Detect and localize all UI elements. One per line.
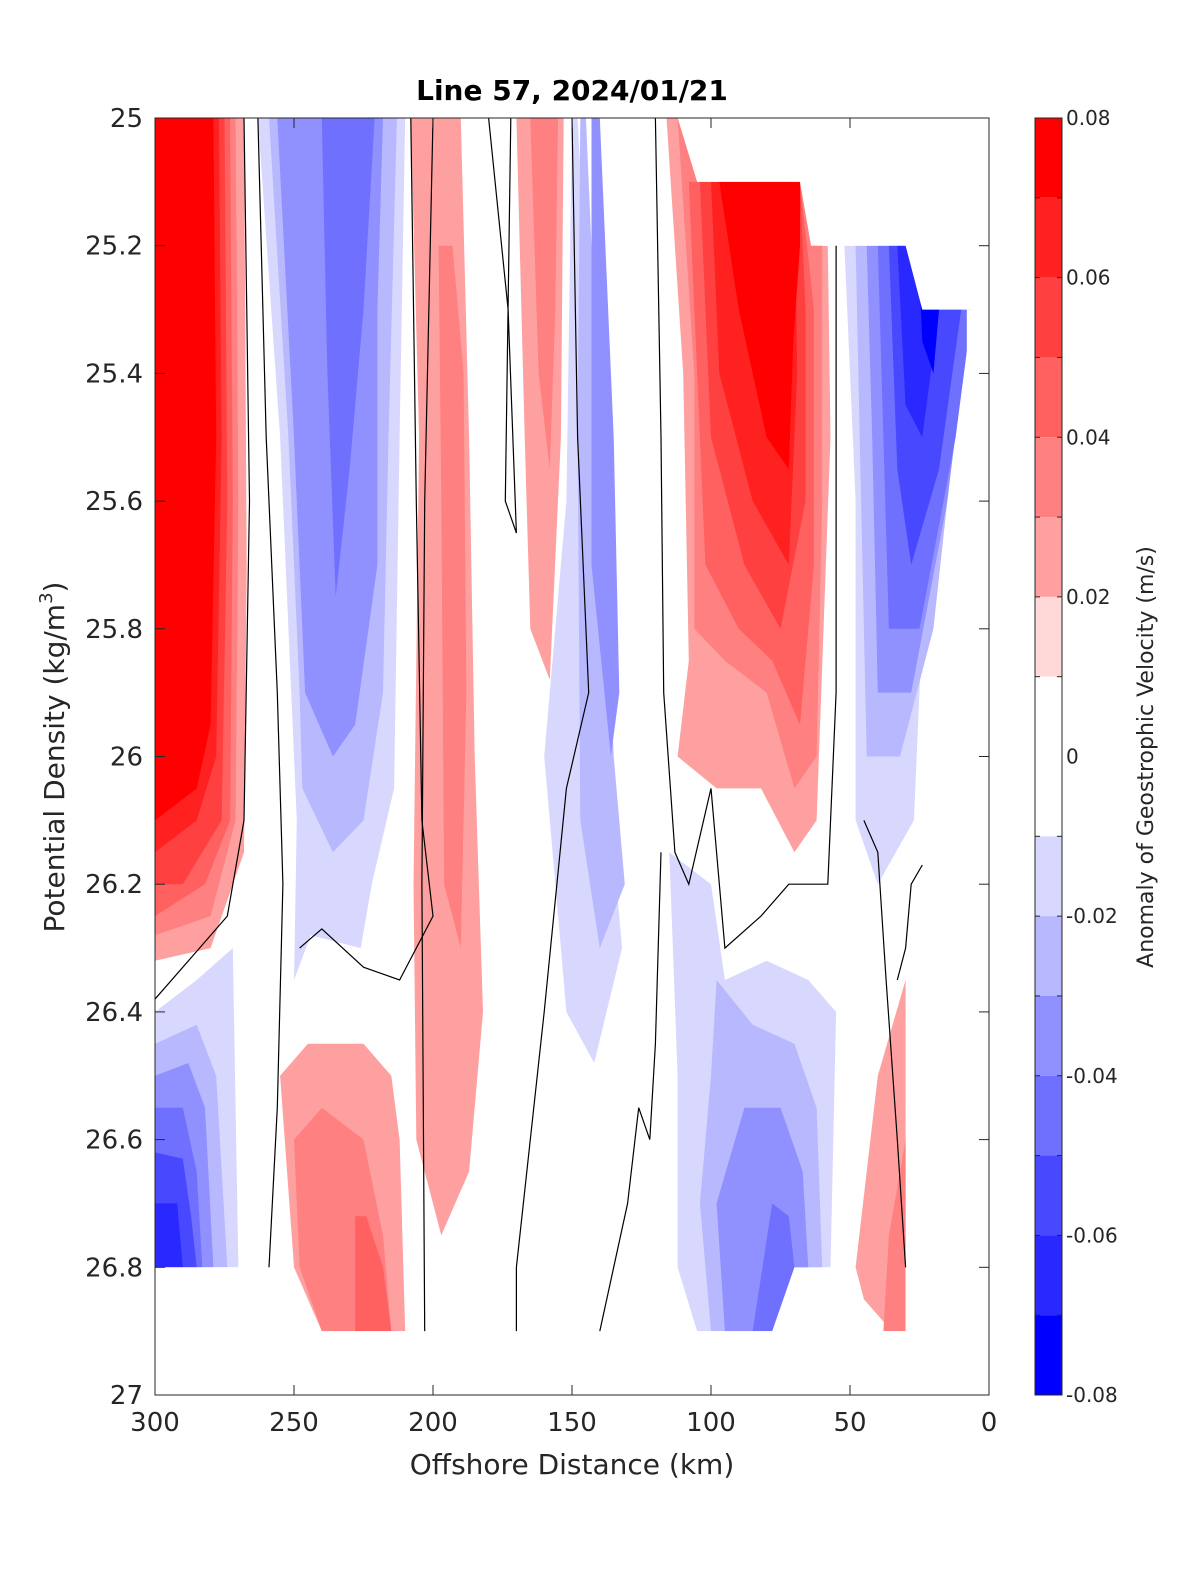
x-tick-label: 100: [686, 1408, 736, 1438]
zero-contour-zc-25: [896, 864, 923, 981]
colorbar-swatches: [1035, 118, 1062, 1395]
contour-region-jet-290-core: [155, 118, 208, 661]
colorbar-swatch: [1035, 118, 1062, 198]
y-tick-label: 25.2: [85, 232, 143, 262]
zero-contour-zc-45: [863, 820, 907, 1268]
contour-region-blue-90-deep-c: [716, 1107, 809, 1332]
colorbar-swatch: [1035, 197, 1062, 278]
colorbar: 0.08 0.06 0.04 0.02 0 -0.02 -0.04 -0.06 -0.08: [1034, 106, 1118, 1407]
y-tick-label: 26.2: [85, 870, 143, 900]
y-axis-label: Potential Density (kg/m3): [36, 582, 71, 933]
colorbar-swatch: [1035, 995, 1062, 1076]
colorbar-tick-label: 0.02: [1066, 585, 1111, 609]
contour-region-red-160-b: [530, 118, 559, 470]
colorbar-tick-label: -0.06: [1066, 1223, 1118, 1247]
colorbar-tick-label: 0.06: [1066, 266, 1111, 290]
x-tick-label: 50: [833, 1408, 866, 1438]
zero-contour-zc-200: [421, 118, 434, 1332]
y-tick-label: 26: [110, 743, 143, 773]
x-axis: 300 250 200 150 100 50 0: [130, 118, 997, 1438]
colorbar-swatch: [1035, 277, 1062, 358]
x-axis-label: Offshore Distance (km): [410, 1448, 735, 1481]
mask-blank-bottom: [155, 1267, 989, 1395]
colorbar-label: Anomaly of Geostrophic Velocity (m/s): [1134, 546, 1159, 968]
y-tick-label: 25.4: [85, 359, 143, 389]
x-tick-label: 200: [408, 1408, 458, 1438]
y-tick-label: 25.6: [85, 487, 143, 517]
colorbar-tick-label: 0: [1066, 745, 1079, 769]
zero-contour-zc-125: [654, 118, 837, 950]
contour-region-blue-295-deep-f: [155, 1203, 183, 1268]
colorbar-frame: [1034, 117, 1063, 1396]
y-tick-label: 25.8: [85, 615, 143, 645]
colorbar-swatch: [1035, 437, 1062, 518]
contour-region-red-230-deep-c: [355, 1216, 392, 1332]
plot-area: [155, 118, 989, 1395]
colorbar-swatch: [1035, 836, 1062, 917]
zero-contour-zc-150: [515, 118, 590, 1332]
colorbar-tick-label: -0.02: [1066, 904, 1118, 928]
y-tick-label: 26.6: [85, 1126, 143, 1156]
zero-contour-layer: [155, 118, 923, 1332]
y-tick-label: 26.8: [85, 1253, 143, 1283]
zero-contour-zc-180: [488, 118, 517, 534]
colorbar-tick-label: -0.04: [1066, 1064, 1118, 1088]
colorbar-swatch: [1035, 357, 1062, 438]
zero-contour-zc-260: [257, 118, 284, 1268]
contour-region-blue-240-c: [321, 118, 375, 597]
y-tick-label: 26.4: [85, 998, 143, 1028]
colorbar-tick-label: 0.08: [1066, 106, 1111, 130]
colorbar-ticks: 0.08 0.06 0.04 0.02 0 -0.02 -0.04 -0.06 -0.08: [1035, 106, 1118, 1407]
no-data-mask-layer: [155, 118, 989, 1395]
colorbar-swatch: [1035, 517, 1062, 597]
mask-blank-top-right: [697, 118, 989, 310]
contour-region-blue-90-deep-d: [752, 1203, 795, 1332]
y-axis-label-sup: 3: [36, 592, 57, 603]
contour-fill-layer: [155, 118, 973, 1332]
x-tick-label: 300: [130, 1408, 180, 1438]
zero-contour-zc-265: [155, 118, 251, 1000]
y-tick-label: 27: [110, 1381, 143, 1411]
contour-region-red-85-g: [761, 181, 800, 406]
colorbar-swatch: [1035, 1155, 1062, 1236]
colorbar-swatch: [1035, 676, 1062, 837]
colorbar-swatch: [1035, 596, 1062, 677]
mask-blank-right-edge: [966, 309, 989, 1332]
chart-title: Line 57, 2024/01/21: [416, 74, 728, 107]
colorbar-swatch: [1035, 1315, 1062, 1395]
colorbar-swatch: [1035, 1075, 1062, 1156]
x-tick-label: 250: [269, 1408, 319, 1438]
colorbar-swatch: [1035, 1235, 1062, 1316]
colorbar-swatch: [1035, 916, 1062, 996]
y-tick-label: 25: [110, 104, 143, 134]
contour-region-blue-135-b: [591, 118, 620, 757]
colorbar-tick-label: 0.04: [1066, 425, 1111, 449]
contour-region-red-195-b: [438, 245, 467, 949]
colorbar-tick-label: -0.08: [1066, 1383, 1118, 1407]
x-tick-label: 0: [981, 1408, 998, 1438]
x-tick-label: 150: [547, 1408, 597, 1438]
y-axis-label-tail: ): [38, 582, 71, 593]
y-axis-label-main: Potential Density (kg/m: [38, 604, 71, 933]
zero-contour-zc-125b: [599, 852, 662, 1332]
zero-contour-zc-205: [299, 118, 434, 981]
y-axis: 25 25.2 25.4 25.6 25.8 26 26.2 26.4 26.6 26.8 27: [85, 104, 989, 1411]
